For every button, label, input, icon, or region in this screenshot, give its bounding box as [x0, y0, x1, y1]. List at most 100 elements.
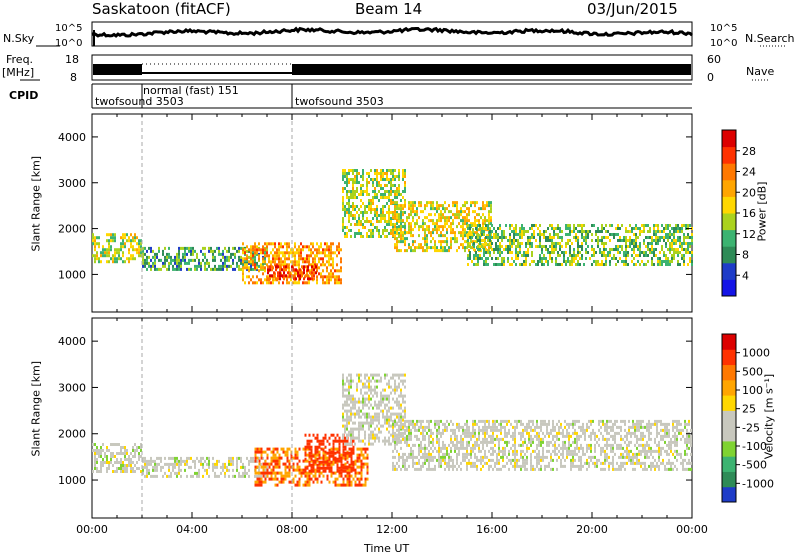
- velocity-cell: [150, 457, 152, 460]
- power-cell: [635, 227, 637, 230]
- power-cell: [577, 236, 579, 239]
- velocity-cell: [367, 457, 369, 460]
- power-cell: [248, 281, 250, 284]
- power-cell: [491, 230, 493, 233]
- velocity-cell: [424, 456, 426, 459]
- power-cell: [623, 251, 625, 254]
- velocity-cell: [368, 434, 370, 437]
- velocity-cell: [434, 420, 436, 423]
- power-cell: [649, 242, 651, 245]
- velocity-cell: [556, 447, 558, 450]
- power-cell: [599, 239, 601, 242]
- power-cell: [380, 172, 382, 175]
- power-cell: [679, 245, 681, 248]
- power-cell: [281, 274, 283, 277]
- power-cell: [388, 199, 390, 202]
- velocity-cell: [261, 481, 263, 484]
- power-cell: [691, 263, 693, 266]
- power-cell: [521, 224, 523, 227]
- power-cell: [591, 263, 593, 266]
- velocity-cell: [492, 453, 494, 456]
- velocity-cell: [506, 456, 508, 459]
- power-cell: [309, 277, 311, 280]
- power-cell: [691, 260, 693, 263]
- power-cell: [384, 178, 386, 181]
- velocity-cell: [305, 481, 307, 484]
- velocity-cell: [432, 450, 434, 453]
- velocity-cell: [466, 426, 468, 429]
- power-cell: [122, 260, 124, 263]
- power-cell: [493, 236, 495, 239]
- power-cell: [402, 240, 404, 243]
- power-cell: [456, 207, 458, 210]
- velocity-cell: [265, 466, 267, 469]
- velocity-cell: [360, 416, 362, 419]
- velocity-cell: [114, 461, 116, 464]
- power-cell: [277, 274, 279, 277]
- velocity-cell: [574, 453, 576, 456]
- power-cell: [655, 242, 657, 245]
- velocity-cell: [350, 431, 352, 434]
- velocity-cell: [339, 467, 341, 470]
- power-cell: [356, 223, 358, 226]
- velocity-cell: [376, 413, 378, 416]
- power-cell: [495, 263, 497, 266]
- velocity-cell: [271, 469, 273, 472]
- power-cell: [607, 251, 609, 254]
- power-cell: [473, 242, 475, 245]
- power-cell: [344, 205, 346, 208]
- velocity-cell: [321, 467, 323, 470]
- velocity-cell: [396, 386, 398, 389]
- velocity-cell: [242, 472, 244, 475]
- velocity-cell: [556, 435, 558, 438]
- velocity-cell: [319, 451, 321, 454]
- velocity-cell: [339, 449, 341, 452]
- power-cell: [394, 225, 396, 228]
- velocity-cell: [154, 460, 156, 463]
- velocity-cell: [478, 432, 480, 435]
- velocity-cell: [500, 429, 502, 432]
- power-cell: [487, 236, 489, 239]
- power-cell: [316, 248, 318, 251]
- power-cell: [587, 230, 589, 233]
- velocity-cell: [267, 454, 269, 457]
- power-cell: [635, 242, 637, 245]
- power-cell: [468, 213, 470, 216]
- velocity-cell: [347, 475, 349, 478]
- power-cell: [108, 233, 110, 236]
- power-cell: [575, 257, 577, 260]
- power-cell: [653, 251, 655, 254]
- power-cell: [583, 239, 585, 242]
- velocity-cell: [396, 374, 398, 377]
- power-cell: [426, 228, 428, 231]
- power-cell: [446, 231, 448, 234]
- velocity-cell: [388, 431, 390, 434]
- velocity-cell: [358, 410, 360, 413]
- power-cell: [569, 254, 571, 257]
- power-cell: [675, 251, 677, 254]
- velocity-cell: [275, 478, 277, 481]
- power-cell: [625, 245, 627, 248]
- power-cell: [404, 237, 406, 240]
- velocity-cell: [102, 461, 104, 464]
- power-cell: [128, 239, 130, 242]
- power-cell: [541, 257, 543, 260]
- velocity-cell: [178, 469, 180, 472]
- velocity-cell: [273, 469, 275, 472]
- velocity-cell: [474, 441, 476, 444]
- power-cell: [444, 225, 446, 228]
- power-cell: [482, 222, 484, 225]
- power-cell: [410, 201, 412, 204]
- velocity-cell: [452, 465, 454, 468]
- velocity-cell: [257, 451, 259, 454]
- velocity-cell: [522, 441, 524, 444]
- power-cell: [242, 257, 244, 260]
- power-cell: [348, 208, 350, 211]
- power-cell: [316, 281, 318, 284]
- power-cell: [593, 224, 595, 227]
- power-cell: [438, 207, 440, 210]
- power-cell: [186, 253, 188, 256]
- power-cell: [114, 254, 116, 257]
- power-cell: [493, 227, 495, 230]
- velocity-cell: [466, 444, 468, 447]
